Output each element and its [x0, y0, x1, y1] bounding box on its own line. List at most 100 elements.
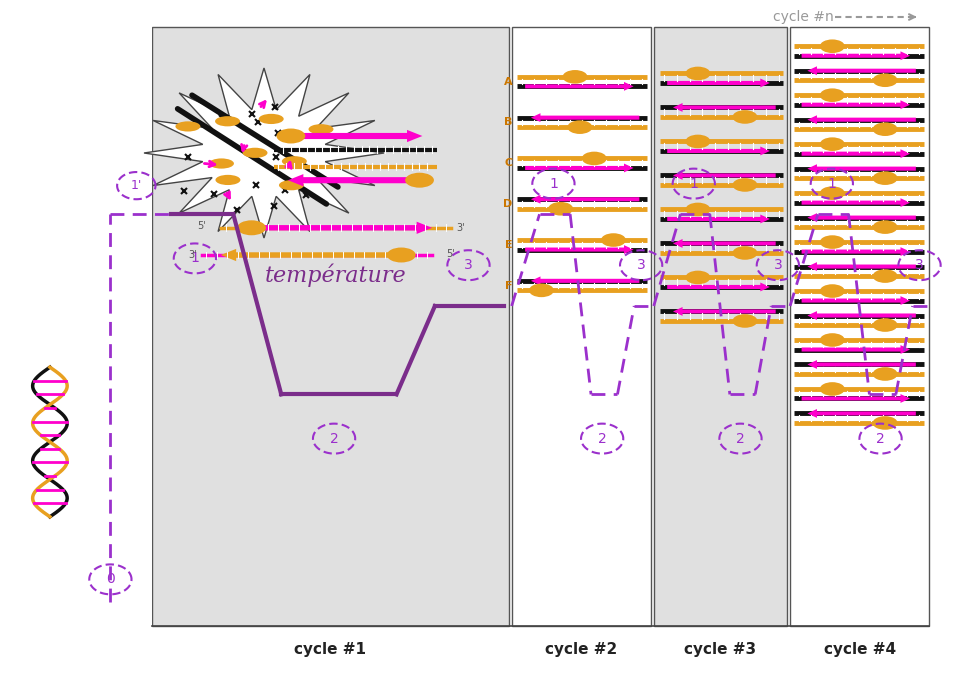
Text: cycle #n: cycle #n: [773, 10, 833, 24]
Ellipse shape: [685, 203, 710, 216]
FancyArrow shape: [667, 146, 770, 156]
Text: 2: 2: [329, 432, 339, 445]
Ellipse shape: [685, 135, 710, 148]
FancyArrow shape: [525, 245, 634, 254]
FancyArrow shape: [667, 215, 770, 223]
FancyArrow shape: [673, 171, 776, 180]
Ellipse shape: [563, 70, 588, 84]
Ellipse shape: [685, 67, 710, 80]
FancyArrow shape: [531, 195, 639, 204]
FancyArrow shape: [240, 222, 432, 234]
Text: 2: 2: [876, 432, 885, 445]
Ellipse shape: [820, 284, 845, 298]
FancyArrow shape: [807, 67, 916, 75]
Ellipse shape: [820, 333, 845, 347]
Text: température: température: [265, 264, 407, 287]
Ellipse shape: [308, 124, 333, 135]
Text: 5': 5': [446, 249, 455, 258]
FancyArrow shape: [802, 345, 910, 354]
Text: cycle #4: cycle #4: [824, 642, 896, 657]
Ellipse shape: [209, 158, 234, 169]
Text: 2: 2: [598, 432, 607, 445]
Text: 3': 3': [188, 250, 197, 260]
Text: 0: 0: [106, 573, 115, 586]
FancyArrow shape: [673, 239, 776, 248]
Text: 1': 1': [131, 179, 142, 192]
Bar: [152, 27, 509, 626]
Bar: [654, 27, 787, 626]
Text: 3': 3': [456, 223, 465, 233]
FancyArrow shape: [667, 283, 770, 291]
FancyArrow shape: [807, 115, 916, 124]
FancyArrow shape: [802, 296, 910, 305]
FancyArrow shape: [802, 150, 910, 158]
Ellipse shape: [732, 314, 757, 328]
Ellipse shape: [820, 235, 845, 249]
Ellipse shape: [243, 148, 268, 158]
Text: D: D: [503, 199, 513, 209]
FancyArrow shape: [673, 103, 776, 112]
FancyArrow shape: [288, 174, 413, 186]
Ellipse shape: [820, 137, 845, 151]
Ellipse shape: [259, 114, 284, 124]
Text: B: B: [504, 118, 513, 127]
Ellipse shape: [176, 121, 201, 131]
Ellipse shape: [820, 39, 845, 53]
Text: cycle #2: cycle #2: [545, 642, 617, 657]
Ellipse shape: [873, 220, 898, 234]
Ellipse shape: [873, 416, 898, 430]
Ellipse shape: [282, 156, 307, 167]
FancyArrow shape: [667, 79, 770, 88]
FancyArrow shape: [802, 394, 910, 403]
Text: cycle #3: cycle #3: [684, 642, 756, 657]
Ellipse shape: [582, 152, 607, 165]
FancyArrow shape: [221, 249, 413, 261]
Ellipse shape: [873, 122, 898, 136]
Text: cycle #1: cycle #1: [294, 642, 367, 657]
FancyArrow shape: [802, 100, 910, 109]
FancyArrow shape: [525, 164, 634, 172]
Text: F: F: [505, 281, 513, 290]
FancyArrow shape: [673, 307, 776, 316]
Ellipse shape: [873, 269, 898, 283]
Text: 3: 3: [774, 258, 782, 272]
Ellipse shape: [732, 178, 757, 192]
Bar: [512, 27, 651, 626]
Ellipse shape: [873, 73, 898, 87]
FancyArrow shape: [807, 262, 916, 271]
Ellipse shape: [820, 186, 845, 200]
Ellipse shape: [732, 246, 757, 260]
FancyArrow shape: [807, 360, 916, 369]
Ellipse shape: [820, 382, 845, 396]
Ellipse shape: [567, 120, 592, 134]
Ellipse shape: [873, 367, 898, 381]
FancyArrow shape: [802, 52, 910, 60]
Text: A: A: [504, 77, 513, 86]
Ellipse shape: [387, 248, 416, 262]
FancyArrow shape: [531, 276, 639, 285]
FancyArrow shape: [807, 409, 916, 418]
Text: 5': 5': [198, 222, 206, 231]
Bar: [790, 27, 929, 626]
Ellipse shape: [548, 202, 573, 216]
FancyArrow shape: [807, 311, 916, 320]
Ellipse shape: [237, 220, 266, 235]
Ellipse shape: [732, 110, 757, 124]
Text: 3: 3: [636, 258, 645, 272]
Text: 1: 1: [828, 177, 836, 190]
FancyArrow shape: [802, 248, 910, 256]
Ellipse shape: [215, 116, 240, 126]
Ellipse shape: [215, 175, 240, 185]
Ellipse shape: [873, 318, 898, 332]
FancyArrow shape: [525, 82, 634, 90]
Text: 3: 3: [464, 258, 473, 272]
Ellipse shape: [405, 173, 434, 188]
Text: 2: 2: [736, 432, 745, 445]
Polygon shape: [144, 68, 384, 238]
Text: C: C: [505, 158, 513, 168]
FancyArrow shape: [298, 130, 422, 142]
Ellipse shape: [601, 233, 626, 247]
Ellipse shape: [685, 271, 710, 284]
FancyArrow shape: [531, 114, 639, 122]
Text: E: E: [505, 240, 513, 250]
